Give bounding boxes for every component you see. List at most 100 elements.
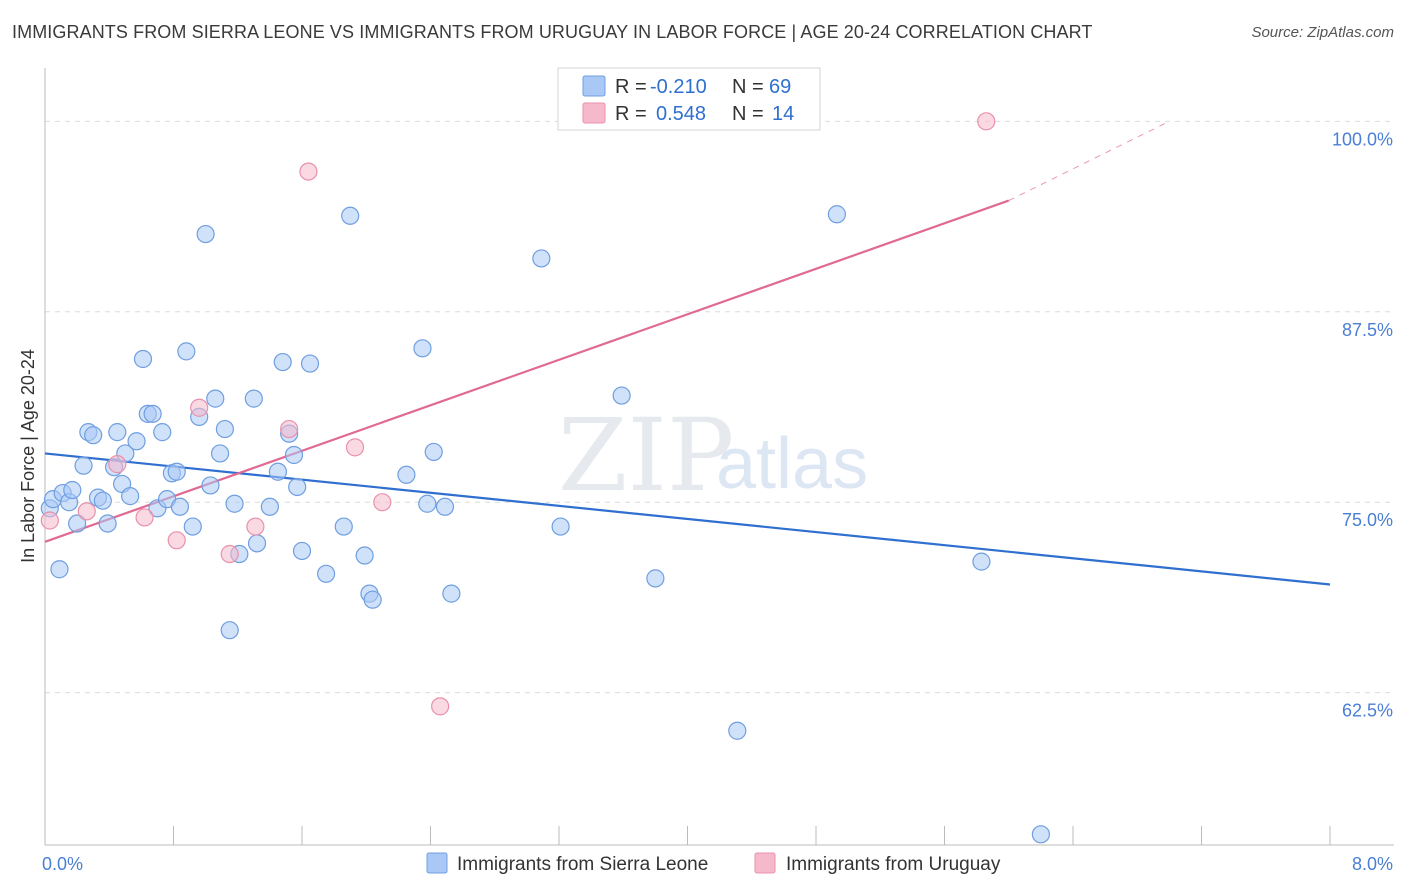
source-label: Source: ZipAtlas.com [1251, 24, 1394, 41]
data-point [246, 517, 265, 536]
data-point [646, 569, 665, 588]
data-point [77, 502, 96, 521]
data-point [40, 511, 59, 530]
data-point [288, 477, 307, 497]
data-point [247, 534, 267, 553]
watermark-atlas: atlas [716, 424, 868, 504]
data-point [215, 419, 234, 439]
data-point [1031, 825, 1050, 844]
data-point [167, 462, 186, 481]
data-point [363, 590, 382, 609]
data-point [108, 423, 127, 442]
legend-r-value: 0.548 [656, 103, 706, 125]
data-point [268, 462, 288, 481]
legend-r-value: -0.210 [650, 76, 707, 98]
data-point [435, 497, 455, 516]
legend-r-label: R = [615, 76, 647, 98]
data-point [280, 419, 299, 439]
data-point [299, 162, 318, 181]
data-point [225, 494, 244, 513]
data-point [170, 497, 190, 516]
data-point [827, 205, 846, 224]
legend-label-uruguay: Immigrants from Uruguay [786, 854, 1001, 875]
y-tick-label: 75.0% [1342, 510, 1393, 530]
data-point [424, 442, 443, 462]
data-points [40, 112, 1050, 844]
data-point [210, 444, 230, 463]
trend-line-sierra-leone [44, 452, 1331, 586]
data-point [977, 112, 996, 131]
legend-n-label: N = [732, 76, 764, 98]
data-point [190, 398, 209, 417]
data-point [728, 721, 747, 740]
data-point [260, 497, 279, 516]
data-point [183, 517, 202, 536]
data-point [153, 423, 172, 442]
legend-label-sierra-leone: Immigrants from Sierra Leone [457, 854, 708, 875]
data-point [196, 224, 215, 244]
watermark-zip: ZIP [558, 397, 734, 514]
data-point [206, 389, 225, 408]
y-tick-labels: 100.0% 87.5% 75.0% 62.5% [1332, 129, 1393, 720]
data-point [418, 494, 437, 513]
data-point [334, 517, 353, 536]
legend-r-label: R = [615, 103, 647, 125]
series-legend: Immigrants from Sierra Leone Immigrants … [426, 852, 1001, 875]
legend-n-label: N = [732, 103, 764, 125]
data-point [532, 249, 551, 268]
data-point [133, 349, 153, 369]
x-tick-label: 8.0% [1352, 854, 1393, 874]
data-point [220, 621, 239, 640]
data-point [431, 697, 450, 716]
data-point [244, 389, 263, 408]
data-point [345, 438, 365, 457]
data-point [68, 514, 87, 533]
correlation-legend: R = -0.210 N = 69 R = 0.548 N = 14 [557, 67, 821, 131]
data-point [397, 465, 416, 484]
y-tick-label: 62.5% [1342, 701, 1393, 721]
data-point [413, 339, 432, 358]
data-point [292, 541, 312, 561]
data-point [98, 514, 117, 533]
series-uruguay [40, 112, 996, 716]
data-point [442, 584, 461, 603]
data-point [373, 493, 392, 512]
trend-lines [44, 120, 1331, 586]
legend-n-value: 69 [769, 76, 791, 98]
legend-swatch-sierra-leone [582, 75, 606, 97]
y-axis-title: In Labor Force | Age 20-24 [18, 349, 38, 563]
data-point [121, 487, 140, 506]
trend-line-extension [1008, 120, 1170, 201]
data-point [50, 560, 69, 579]
data-point [220, 544, 239, 564]
data-point [284, 445, 304, 465]
data-point [972, 552, 991, 571]
legend-n-value: 14 [772, 103, 794, 125]
data-point [201, 476, 220, 495]
data-point [135, 508, 154, 527]
data-point [551, 517, 570, 536]
data-point [108, 455, 127, 474]
legend-swatch-uruguay [754, 852, 776, 874]
y-tick-label: 87.5% [1342, 320, 1393, 340]
data-point [300, 354, 320, 373]
watermark: ZIP atlas [558, 397, 868, 514]
legend-swatch-uruguay [582, 102, 606, 124]
data-point [612, 386, 631, 405]
data-point [127, 432, 146, 451]
data-point [93, 491, 112, 510]
data-point [355, 546, 374, 565]
series-sierra-leone [40, 205, 1050, 844]
data-point [177, 342, 196, 361]
x-tick-labels: 0.0% 8.0% [42, 854, 1393, 874]
y-tick-label: 100.0% [1332, 129, 1393, 149]
data-point [143, 404, 162, 423]
data-point [316, 564, 336, 583]
data-point [167, 531, 186, 550]
chart-title: IMMIGRANTS FROM SIERRA LEONE VS IMMIGRAN… [12, 22, 1093, 42]
axes [44, 68, 1394, 846]
legend-swatch-sierra-leone [426, 852, 448, 874]
data-point [84, 426, 103, 445]
data-point [74, 456, 93, 475]
